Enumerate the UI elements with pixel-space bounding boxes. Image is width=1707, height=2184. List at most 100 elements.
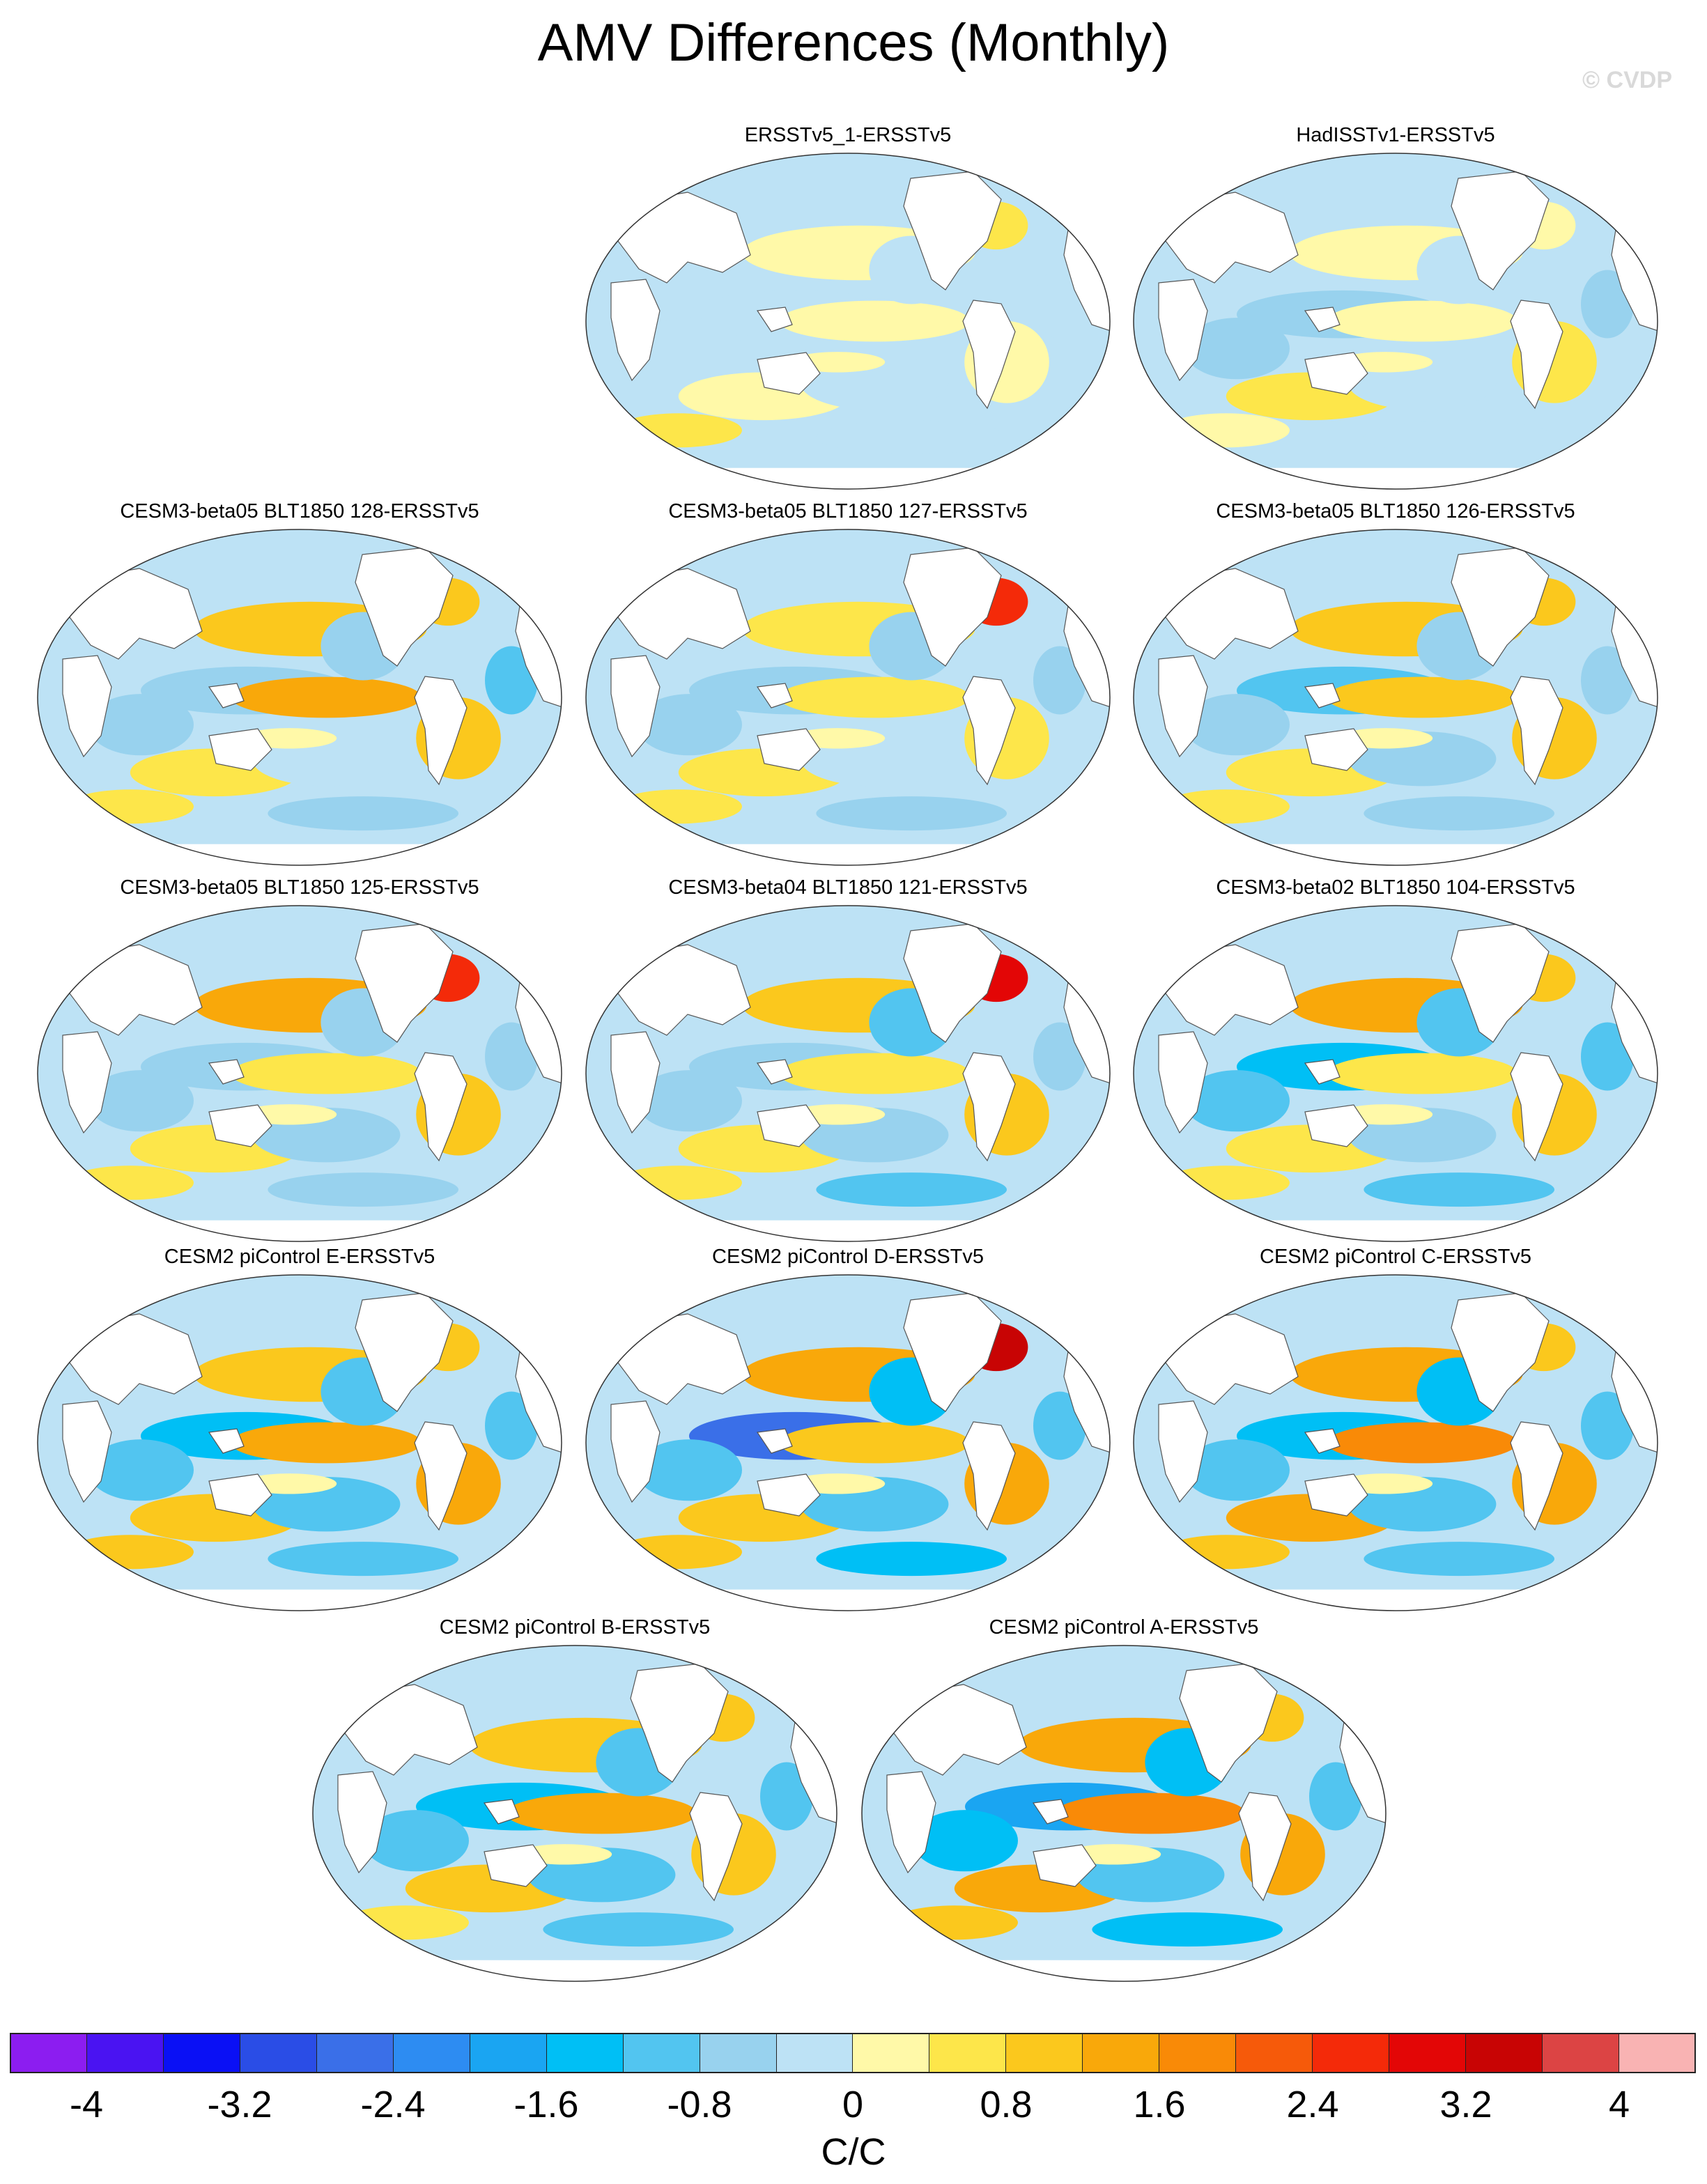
land-mass	[1304, 1656, 1347, 1692]
panel-title: CESM3-beta05 BLT1850 127-ERSSTv5	[668, 500, 1028, 522]
anomaly-region	[816, 1542, 1007, 1577]
anomaly-region	[1327, 1422, 1517, 1464]
antarctica	[38, 1220, 562, 1241]
anomaly-region	[779, 1422, 970, 1464]
anomaly-region	[485, 1391, 538, 1460]
colorbar-swatch	[853, 2033, 930, 2073]
anomaly-region	[485, 1022, 538, 1091]
anomaly-region	[485, 646, 538, 715]
land-mass	[903, 923, 1002, 1043]
map-panel: CESM2 piControl C-ERSSTv5	[1127, 1246, 1664, 1615]
colorbar-swatch	[163, 2033, 240, 2073]
anomaly-region	[1581, 270, 1634, 339]
anomaly-region	[1581, 646, 1634, 715]
map-panel: CESM3-beta05 BLT1850 127-ERSSTv5	[580, 500, 1116, 869]
antarctica	[1134, 844, 1658, 865]
land-mass	[1158, 1031, 1208, 1134]
colorbar-swatch	[700, 2033, 777, 2073]
land-mass	[355, 1292, 454, 1412]
land-mass	[610, 1400, 661, 1503]
map-outline	[312, 1645, 837, 1982]
robinson-map	[1133, 905, 1658, 1242]
anomaly-region	[88, 694, 194, 756]
panel-title: CESM2 piControl D-ERSSTv5	[712, 1246, 984, 1268]
anomaly-region	[636, 1439, 742, 1501]
land-mass	[1304, 307, 1341, 332]
anomaly-region	[636, 694, 742, 756]
anomaly-region	[1184, 694, 1290, 756]
land-mass	[1028, 916, 1072, 952]
land-mass	[208, 1059, 245, 1085]
anomaly-region	[1184, 318, 1290, 380]
land-mass	[757, 1104, 821, 1147]
anomaly-region	[779, 1053, 970, 1094]
map-panel: CESM2 piControl B-ERSSTv5	[307, 1616, 843, 1985]
colorbar-swatch	[929, 2033, 1007, 2073]
land-mass	[1304, 1059, 1341, 1085]
land-mass	[208, 1104, 272, 1147]
anomaly-region	[1364, 1542, 1554, 1577]
map-panel: CESM3-beta02 BLT1850 104-ERSSTv5	[1127, 876, 1664, 1246]
robinson-map	[861, 1645, 1387, 1982]
map-panel: CESM2 piControl A-ERSSTv5	[856, 1616, 1392, 1985]
robinson-map	[1133, 1274, 1658, 1611]
antarctica	[313, 1960, 837, 1981]
antarctica	[38, 844, 562, 865]
colorbar-swatch	[546, 2033, 624, 2073]
colorbar-tick-label: -0.8	[667, 2084, 732, 2125]
land-mass	[208, 1473, 272, 1517]
colorbar-swatch	[1006, 2033, 1083, 2073]
colorbar-tick-label: 4	[1608, 2084, 1630, 2125]
colorbar-swatch	[1543, 2033, 1620, 2073]
land-mass	[484, 1844, 548, 1887]
anomaly-region	[363, 1810, 469, 1872]
land-mass	[756, 1059, 793, 1085]
antarctica	[586, 467, 1110, 489]
land-mass	[337, 1771, 387, 1874]
land-mass	[903, 547, 1002, 667]
land-mass	[1238, 1792, 1292, 1902]
colorbar-swatch	[776, 2033, 854, 2073]
land-mass	[962, 1421, 1016, 1531]
robinson-map	[585, 905, 1111, 1242]
land-mass	[355, 547, 454, 667]
anomaly-region	[636, 1070, 742, 1132]
anomaly-region	[1364, 420, 1554, 455]
land-mass	[903, 1292, 1002, 1412]
panel-title: CESM3-beta05 BLT1850 126-ERSSTv5	[1216, 500, 1575, 522]
land-mass	[689, 1792, 743, 1902]
map-outline	[1133, 905, 1658, 1242]
anomaly-region	[231, 1053, 422, 1094]
anomaly-region	[88, 1439, 194, 1501]
land-mass	[1028, 1285, 1072, 1322]
anomaly-region	[636, 318, 742, 380]
panel-title: CESM3-beta02 BLT1850 104-ERSSTv5	[1216, 876, 1575, 899]
land-mass	[756, 307, 793, 332]
anomaly-region	[506, 1792, 697, 1834]
land-mass	[962, 300, 1016, 410]
colorbar	[10, 2033, 1696, 2073]
anomaly-region	[779, 300, 970, 342]
land-mass	[1158, 1400, 1208, 1503]
land-mass	[610, 1031, 661, 1134]
antarctica	[586, 1589, 1110, 1611]
panel-title: CESM3-beta04 BLT1850 121-ERSSTv5	[668, 876, 1028, 899]
colorbar-swatch	[240, 2033, 317, 2073]
land-mass	[756, 683, 793, 708]
land-mass	[1510, 1052, 1563, 1162]
land-mass	[1304, 1104, 1368, 1147]
land-mass	[886, 1771, 936, 1874]
anomaly-region	[816, 796, 1007, 831]
anomaly-region	[1184, 1070, 1290, 1132]
colorbar-swatch	[1313, 2033, 1390, 2073]
land-mass	[903, 171, 1002, 291]
land-mass	[757, 1473, 821, 1517]
anomaly-region	[1581, 1391, 1634, 1460]
land-mass	[1304, 683, 1341, 708]
colorbar-swatch	[1159, 2033, 1237, 2073]
anomaly-region	[816, 420, 1007, 455]
land-mass	[1028, 540, 1072, 576]
anomaly-region	[1092, 1912, 1283, 1947]
anomaly-region	[1327, 676, 1517, 718]
land-mass	[480, 1285, 523, 1322]
